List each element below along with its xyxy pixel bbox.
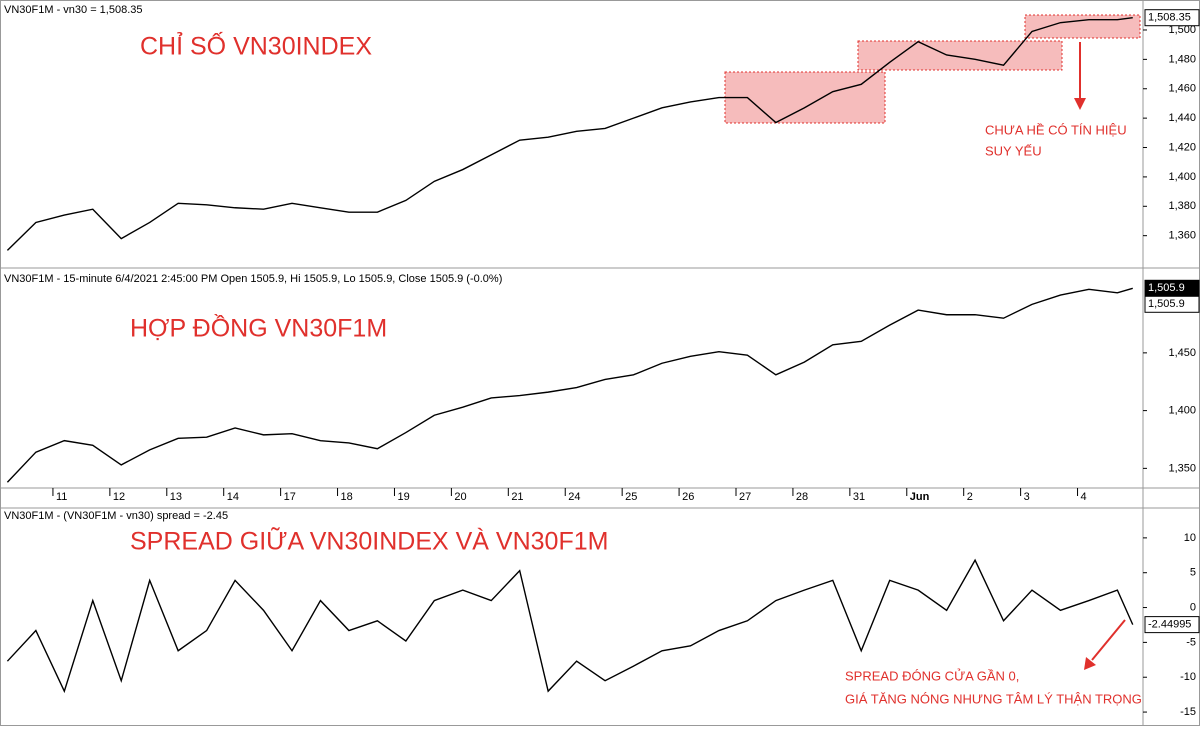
plot-layer: VN30F1M - vn30 = 1,508.35 CHỈ SỐ VN30INDE… (4, 4, 1200, 718)
panel-title: CHỈ SỐ VN30INDEX (140, 31, 372, 61)
x-tick-label: 2 (967, 491, 973, 503)
highlight-box (857, 40, 1063, 71)
y-tick-label: 1,500 (1168, 24, 1196, 36)
last-value-label: 1,508.35 (1148, 12, 1191, 24)
y-tick-label: 10 (1184, 532, 1196, 544)
x-tick-label: 18 (341, 491, 353, 503)
series-line (6, 17, 1133, 251)
y-tick-label: 1,440 (1168, 112, 1196, 124)
y-tick-label: 0 (1190, 601, 1196, 613)
panel-header: VN30F1M - vn30 = 1,508.35 (4, 4, 143, 16)
annotation: GIÁ TĂNG NÓNG NHƯNG TÂM LÝ THẬN TRỌNG (845, 691, 1142, 706)
annotation: CHƯA HỀ CÓ TÍN HIỆU (985, 122, 1127, 137)
x-tick-label: 3 (1024, 491, 1030, 503)
last-value-box (1144, 295, 1200, 313)
y-tick-label: -10 (1180, 671, 1196, 683)
x-tick-label: 13 (170, 491, 182, 503)
y-tick-label: 1,400 (1168, 405, 1196, 417)
y-tick-label: 1,350 (1168, 462, 1196, 474)
x-tick-label: 28 (796, 491, 808, 503)
x-tick-label: 27 (739, 491, 751, 503)
y-tick-label: -5 (1186, 636, 1196, 648)
y-tick-label: -15 (1180, 706, 1196, 718)
y-tick-label: 1,380 (1168, 200, 1196, 212)
arrow-head (1074, 98, 1086, 110)
x-tick-label: 19 (397, 491, 409, 503)
last-value-box (1144, 616, 1200, 634)
panel-header: VN30F1M - 15-minute 6/4/2021 2:45:00 PM … (4, 273, 502, 285)
arrow-head (1084, 657, 1096, 670)
panel-title: HỢP ĐỒNG VN30F1M (130, 313, 387, 343)
annotation: SPREAD ĐÓNG CỬA GẦN 0, (845, 668, 1019, 683)
y-tick-label: 1,480 (1168, 53, 1196, 65)
x-tick-label: 12 (113, 491, 125, 503)
x-tick-label: 20 (454, 491, 466, 503)
x-tick-label: 4 (1081, 491, 1087, 503)
y-tick-label: 1,420 (1168, 141, 1196, 153)
y-tick-label: 1,450 (1168, 347, 1196, 359)
highlight-box (724, 71, 886, 124)
x-tick-label: 26 (682, 491, 694, 503)
series-line (6, 558, 1134, 694)
series-line (6, 287, 1133, 483)
y-tick-label: 5 (1190, 567, 1196, 579)
last-value-box (1144, 9, 1200, 27)
y-tick-label: 1,360 (1168, 230, 1196, 242)
x-tick-label: Jun (910, 491, 930, 503)
arrow (1091, 619, 1126, 661)
x-tick-label: 11 (56, 491, 67, 503)
y-tick-label: 1,400 (1168, 171, 1196, 183)
y-tick-label: 1,460 (1168, 83, 1196, 95)
panel-title: SPREAD GIỮA VN30INDEX VÀ VN30F1M (130, 527, 608, 556)
last-value-label: 1,505.9 (1148, 298, 1185, 310)
x-tick-label: 25 (625, 491, 637, 503)
x-tick-label: 21 (511, 491, 523, 503)
highlight-box (1024, 14, 1141, 39)
x-tick-label: 17 (284, 491, 296, 503)
x-tick-label: 14 (227, 491, 239, 503)
annotation: SUY YẾU (985, 143, 1042, 158)
panel-header: VN30F1M - (VN30F1M - vn30) spread = -2.4… (4, 510, 228, 522)
x-tick-label: 31 (853, 491, 865, 503)
x-tick-label: 24 (568, 491, 580, 503)
last-value-label: 1,505.9 (1148, 282, 1185, 294)
last-value-label: -2.44995 (1148, 619, 1191, 631)
